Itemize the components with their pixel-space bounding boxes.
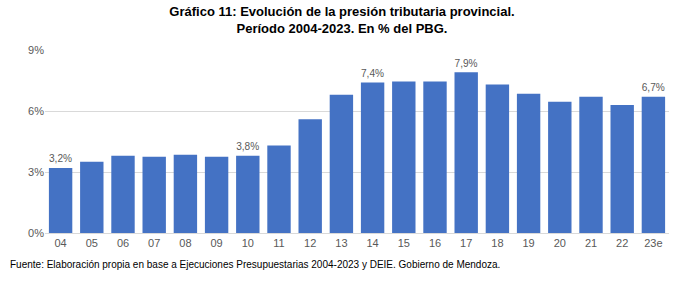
svg-text:3%: 3% xyxy=(28,166,44,178)
svg-text:3,8%: 3,8% xyxy=(236,141,259,152)
svg-text:12: 12 xyxy=(304,237,316,249)
svg-text:06: 06 xyxy=(117,237,129,249)
svg-text:6,7%: 6,7% xyxy=(642,82,665,93)
svg-text:05: 05 xyxy=(86,237,98,249)
svg-text:09: 09 xyxy=(210,237,222,249)
svg-text:Gráfico 11: Evolución de la pr: Gráfico 11: Evolución de la presión trib… xyxy=(169,4,514,36)
svg-text:17: 17 xyxy=(460,237,472,249)
svg-text:3,2%: 3,2% xyxy=(49,153,72,164)
svg-text:08: 08 xyxy=(179,237,191,249)
svg-text:19: 19 xyxy=(522,237,534,249)
svg-text:9%: 9% xyxy=(28,44,44,56)
svg-text:20: 20 xyxy=(554,237,566,249)
svg-text:7,4%: 7,4% xyxy=(361,68,384,79)
svg-text:14: 14 xyxy=(366,237,378,249)
svg-text:15: 15 xyxy=(398,237,410,249)
svg-text:21: 21 xyxy=(585,237,597,249)
svg-text:Fuente: Elaboración propia en: Fuente: Elaboración propia en base a Eje… xyxy=(10,259,500,270)
svg-text:07: 07 xyxy=(148,237,160,249)
svg-text:0%: 0% xyxy=(28,227,44,239)
svg-text:7,9%: 7,9% xyxy=(455,58,478,69)
svg-text:23e: 23e xyxy=(644,237,662,249)
svg-text:6%: 6% xyxy=(28,105,44,117)
svg-text:10: 10 xyxy=(242,237,254,249)
svg-text:22: 22 xyxy=(616,237,628,249)
svg-text:11: 11 xyxy=(273,237,284,249)
svg-text:16: 16 xyxy=(429,237,441,249)
svg-text:18: 18 xyxy=(491,237,503,249)
svg-text:04: 04 xyxy=(54,237,66,249)
svg-text:13: 13 xyxy=(335,237,347,249)
